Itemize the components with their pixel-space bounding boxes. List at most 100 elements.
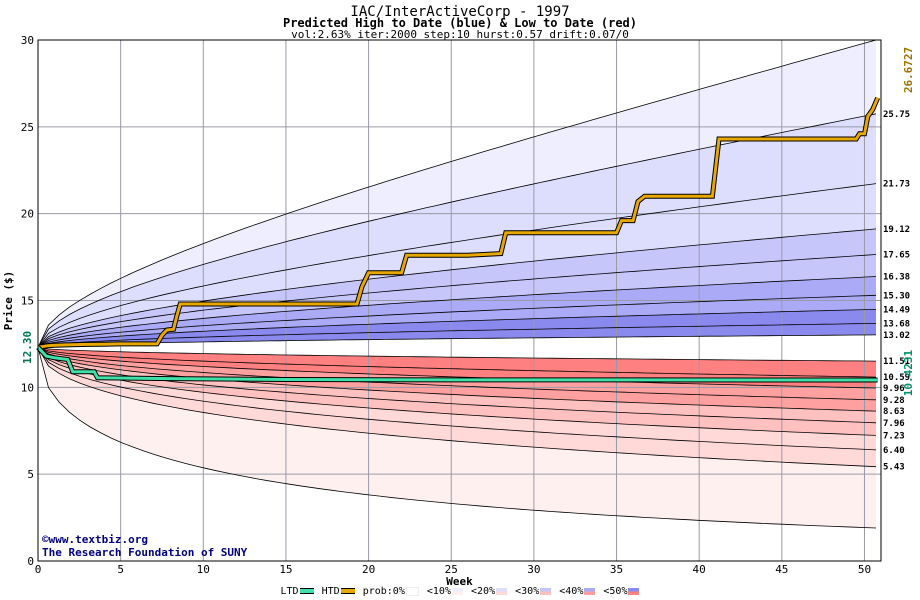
- quantile-end-label: 14.49: [883, 305, 910, 315]
- y-tick-label: 20: [21, 208, 34, 221]
- quantile-line: [38, 347, 877, 436]
- quantile-line: [38, 347, 877, 412]
- quantile-line: [38, 183, 877, 348]
- x-tick-label: 30: [527, 563, 540, 576]
- quantile-line: [38, 347, 877, 451]
- y-tick-label: 30: [21, 34, 34, 47]
- legend-htd: HTD: [322, 586, 355, 597]
- legend-htd-label: HTD: [321, 586, 340, 597]
- quantile-end-label: 21.73: [883, 180, 910, 190]
- legend-htd-swatch: [340, 588, 355, 594]
- x-tick-label: 35: [610, 563, 623, 576]
- lower-band: [38, 347, 876, 400]
- legend-ltd-label: LTD: [280, 586, 299, 597]
- credit-organization: The Research Foundation of SUNY: [42, 546, 248, 559]
- legend-band-swatch-3: [540, 587, 552, 595]
- quantile-line: [38, 294, 877, 348]
- quantile-end-label: 6.40: [883, 446, 905, 456]
- final-high-label: 26.6727: [902, 47, 915, 93]
- legend-band-swatch-2: [496, 587, 508, 595]
- quantile-line: [38, 40, 877, 348]
- lower-band: [38, 347, 876, 412]
- legend-band-swatch-4: [584, 587, 596, 595]
- x-tick-label: 5: [117, 563, 124, 576]
- quantile-line: [38, 347, 877, 362]
- lower-band: [38, 347, 876, 467]
- x-tick-label: 10: [197, 563, 210, 576]
- y-tick-label: 25: [21, 121, 34, 134]
- quantile-end-label: 8.63: [883, 407, 905, 417]
- quantile-end-label: 19.12: [883, 225, 910, 235]
- plot-frame: [37, 39, 882, 562]
- quantile-end-label: 17.65: [883, 250, 910, 260]
- legend-band-5-label: <50%: [603, 586, 628, 597]
- legend-band-swatch-0: [405, 586, 419, 596]
- legend-prob: prob:0%: [363, 586, 419, 597]
- x-tick-label: 50: [858, 563, 871, 576]
- x-tick-label: 0: [35, 563, 42, 576]
- chart-subtitle: Predicted High to Date (blue) & Low to D…: [282, 16, 637, 30]
- quantile-line: [38, 347, 877, 468]
- legend-band-4-label: <40%: [559, 586, 584, 597]
- quantile-end-label: 7.23: [883, 431, 905, 441]
- quantile-end-label: 25.75: [883, 110, 910, 120]
- x-tick-label: 25: [445, 563, 458, 576]
- lower-band: [38, 347, 876, 528]
- upper-band: [38, 40, 876, 348]
- quantile-line: [38, 347, 877, 401]
- lower-band: [38, 347, 876, 450]
- legend-ltd: LTD: [281, 586, 314, 597]
- quantile-end-label: 9.96: [883, 384, 905, 394]
- quantile-end-label: 10.59: [883, 373, 910, 383]
- quantile-end-label: 11.51: [883, 357, 910, 367]
- legend-band-swatch-1: [451, 587, 463, 595]
- y-tick-label: 5: [27, 468, 34, 481]
- quantile-line: [38, 347, 877, 424]
- legend-band-5: <50%: [603, 586, 640, 597]
- quantile-line: [38, 323, 877, 348]
- legend-band-3-label: <30%: [515, 586, 540, 597]
- simulation-parameters: vol:2.63% iter:2000 step:10 hurst:0.57 d…: [291, 28, 629, 41]
- legend-band-1: <10%: [427, 586, 463, 597]
- legend-band-3: <30%: [515, 586, 552, 597]
- upper-band: [38, 254, 876, 348]
- upper-band: [38, 183, 876, 348]
- credit-text: ©www.textbiz.org The Research Foundation…: [42, 533, 247, 559]
- y-tick-label: 0: [27, 555, 34, 568]
- quantile-end-label: 5.43: [883, 463, 905, 473]
- quantile-end-label: 9.28: [883, 396, 905, 406]
- legend-band-swatch-5: [628, 587, 640, 595]
- upper-band: [38, 295, 876, 348]
- final-low-label: 10.4231: [902, 349, 915, 396]
- quantile-end-label: 7.96: [883, 419, 905, 429]
- htd-series-line: [37, 97, 880, 349]
- ltd-series-line: [36, 346, 878, 382]
- quantile-line: [38, 334, 877, 348]
- quantile-line: [38, 347, 877, 389]
- legend-prob-label: prob:0%: [362, 586, 405, 597]
- x-axis-label: Week: [446, 575, 473, 588]
- credit-website: ©www.textbiz.org: [42, 533, 148, 546]
- start-price-label: 12.30: [21, 331, 34, 364]
- quantile-line: [38, 347, 877, 529]
- x-tick-label: 40: [693, 563, 706, 576]
- legend-band-1-label: <10%: [426, 586, 451, 597]
- quantile-end-label: 15.30: [883, 291, 910, 301]
- quantile-line: [38, 309, 877, 348]
- y-tick-label: 10: [21, 381, 34, 394]
- lower-band: [38, 347, 876, 436]
- forecast-bands: [38, 40, 876, 528]
- x-tick-label: 20: [362, 563, 375, 576]
- quantile-line: [38, 113, 877, 348]
- legend-band-2-label: <20%: [471, 586, 496, 597]
- upper-band: [38, 276, 876, 348]
- legend-band-4: <40%: [559, 586, 596, 597]
- chart-title: IAC/InterActiveCorp - 1997: [350, 4, 570, 20]
- upper-band: [38, 113, 876, 348]
- x-tick-label: 45: [775, 563, 788, 576]
- quantile-end-label: 16.38: [883, 273, 910, 283]
- chart-legend: LTD HTD prob:0% <10% <20% <30% <40% <50%: [0, 586, 920, 597]
- upper-band: [38, 228, 876, 348]
- upper-band: [38, 323, 876, 348]
